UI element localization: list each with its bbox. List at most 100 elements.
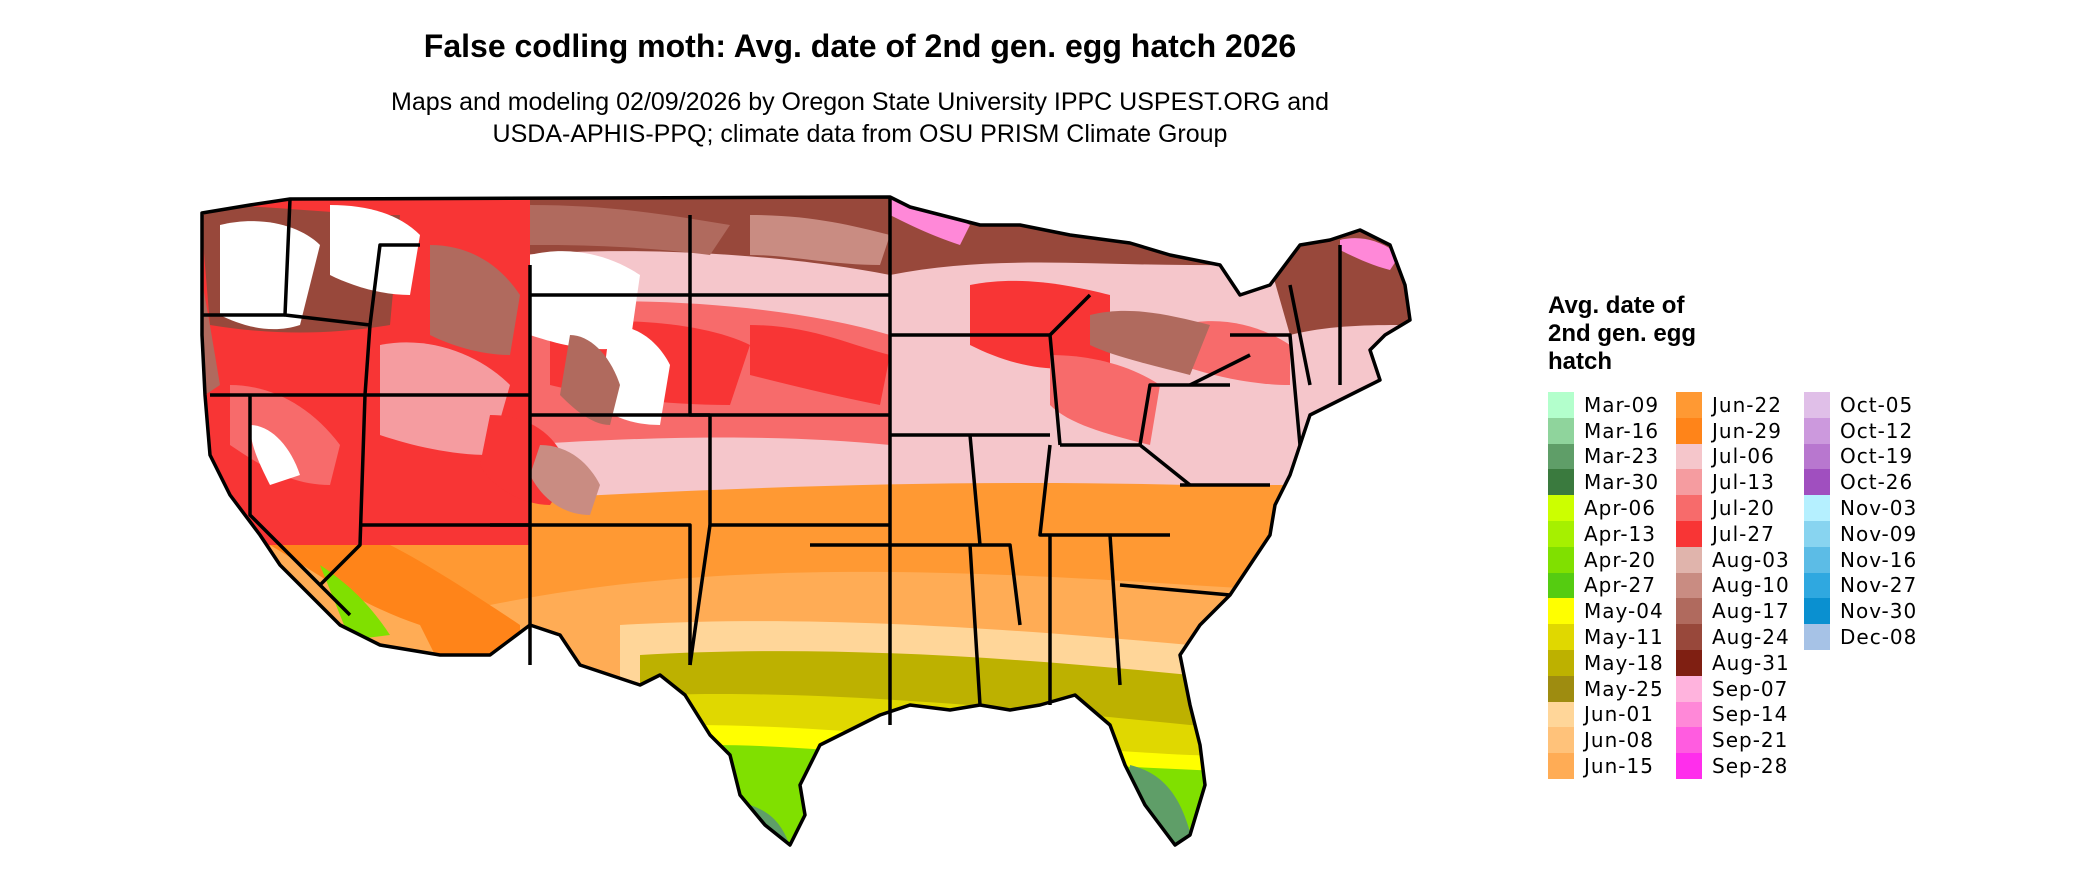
legend-item: Jul-27 [1676, 520, 1804, 547]
legend-swatch [1676, 417, 1702, 444]
legend-item: Jun-22 [1676, 392, 1804, 418]
legend-item: May-25 [1548, 675, 1676, 702]
legend-label: Aug-03 [1712, 547, 1790, 572]
legend-label: Nov-09 [1840, 521, 1918, 546]
hatch-date-raster [202, 197, 1410, 845]
legend-swatch [1548, 572, 1574, 599]
legend-label: Sep-28 [1712, 754, 1789, 779]
legend-label: Nov-03 [1840, 496, 1918, 521]
legend-label: Aug-17 [1712, 599, 1790, 624]
legend-swatch [1676, 520, 1702, 547]
legend-swatch [1548, 546, 1574, 573]
legend-swatch [1548, 753, 1574, 779]
legend-swatch [1548, 727, 1574, 754]
state-boundaries [200, 195, 1412, 847]
legend-item: Oct-26 [1804, 469, 1932, 496]
legend-item: Nov-09 [1804, 520, 1932, 547]
legend-label: May-18 [1584, 650, 1664, 675]
legend-item: Sep-14 [1676, 701, 1804, 728]
legend-item: Apr-13 [1548, 520, 1676, 547]
legend-label: Oct-05 [1840, 392, 1914, 417]
legend-swatch [1676, 495, 1702, 521]
legend-title: Avg. date of 2nd gen. egg hatch [1548, 292, 1748, 376]
legend-item: Apr-06 [1548, 495, 1676, 521]
legend-label: Jun-22 [1712, 392, 1782, 417]
legend-label: Oct-12 [1840, 418, 1914, 443]
legend-swatch [1548, 649, 1574, 676]
legend-swatch [1804, 417, 1830, 444]
us-map [190, 185, 1520, 885]
legend-swatch [1676, 701, 1702, 728]
legend-column: Mar-09 Mar-16 Mar-23 Mar-30 Apr-06 Apr-13 Apr-… [1548, 392, 1676, 779]
legend-label: Dec-08 [1840, 625, 1918, 650]
legend-swatch [1804, 443, 1830, 470]
legend-swatch [1676, 469, 1702, 496]
legend-item: Jun-29 [1676, 417, 1804, 444]
legend-label: Aug-31 [1712, 650, 1790, 675]
legend-label: Aug-10 [1712, 573, 1790, 598]
legend-columns: Mar-09 Mar-16 Mar-23 Mar-30 Apr-06 Apr-13 Apr-… [1548, 392, 2088, 779]
legend-item: Oct-19 [1804, 443, 1932, 470]
legend-item: May-04 [1548, 598, 1676, 625]
legend-swatch [1676, 624, 1702, 650]
map-subtitle: Maps and modeling 02/09/2026 by Oregon S… [0, 86, 1720, 150]
legend-label: Jul-13 [1712, 470, 1775, 495]
legend-label: Jun-01 [1584, 702, 1654, 727]
legend-label: Oct-26 [1840, 470, 1914, 495]
legend-column: Jun-22 Jun-29 Jul-06 Jul-13 Jul-20 Jul-27 Aug-… [1676, 392, 1804, 779]
legend-label: Jun-29 [1712, 418, 1782, 443]
legend-item: Mar-09 [1548, 392, 1676, 418]
legend-label: Apr-27 [1584, 573, 1656, 598]
legend-item: Nov-27 [1804, 572, 1932, 599]
legend-item: Apr-27 [1548, 572, 1676, 599]
legend-label: May-25 [1584, 676, 1664, 701]
legend-swatch [1804, 392, 1830, 418]
legend-label: Nov-27 [1840, 573, 1918, 598]
legend-item: Mar-16 [1548, 417, 1676, 444]
legend-item: Aug-24 [1676, 624, 1804, 650]
legend-item: Aug-03 [1676, 546, 1804, 573]
us-map-svg [200, 195, 1412, 847]
legend-swatch [1548, 495, 1574, 521]
map-legend: Avg. date of 2nd gen. egg hatch Mar-09 Ma… [1548, 292, 2088, 779]
legend-swatch [1804, 520, 1830, 547]
legend-label: Mar-16 [1584, 418, 1660, 443]
legend-label: Jul-20 [1712, 496, 1775, 521]
legend-label: Mar-30 [1584, 470, 1660, 495]
legend-item: Jul-20 [1676, 495, 1804, 521]
legend-item: Aug-10 [1676, 572, 1804, 599]
legend-swatch [1676, 753, 1702, 779]
legend-swatch [1548, 392, 1574, 418]
legend-item: Mar-23 [1548, 443, 1676, 470]
legend-swatch [1804, 546, 1830, 573]
legend-swatch [1676, 443, 1702, 470]
legend-label: Nov-16 [1840, 547, 1918, 572]
legend-item: Nov-16 [1804, 546, 1932, 573]
legend-item: May-18 [1548, 649, 1676, 676]
legend-swatch [1676, 546, 1702, 573]
legend-label: Jul-06 [1712, 444, 1775, 469]
legend-swatch [1804, 469, 1830, 496]
legend-swatch [1548, 417, 1574, 444]
legend-swatch [1548, 701, 1574, 728]
legend-swatch [1676, 392, 1702, 418]
legend-label: May-11 [1584, 625, 1664, 650]
legend-swatch [1676, 598, 1702, 625]
legend-swatch [1548, 443, 1574, 470]
legend-label: Nov-30 [1840, 599, 1918, 624]
map-title: False codling moth: Avg. date of 2nd gen… [423, 28, 1297, 64]
legend-swatch [1804, 572, 1830, 599]
legend-item: Mar-30 [1548, 469, 1676, 496]
legend-item: Apr-20 [1548, 546, 1676, 573]
legend-item: Sep-28 [1676, 753, 1804, 779]
legend-swatch [1548, 520, 1574, 547]
legend-label: Mar-09 [1584, 392, 1660, 417]
subtitle-line-2: USDA-APHIS-PPQ; climate data from OSU PR… [492, 120, 1228, 148]
legend-title-line-1: Avg. date of [1548, 292, 1685, 319]
legend-label: May-04 [1584, 599, 1664, 624]
legend-item: Dec-08 [1804, 624, 1932, 650]
legend-label: Apr-20 [1584, 547, 1656, 572]
legend-label: Apr-06 [1584, 496, 1656, 521]
legend-swatch [1548, 469, 1574, 496]
legend-item: Jun-01 [1548, 701, 1676, 728]
